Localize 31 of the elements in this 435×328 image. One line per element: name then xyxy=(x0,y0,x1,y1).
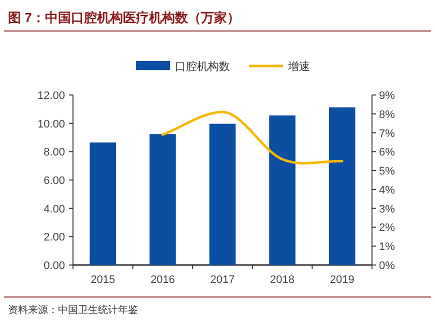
y-tick-label: 8.00 xyxy=(44,146,65,159)
y-tick-label: 6.00 xyxy=(44,175,65,187)
y2-tick-label: 6% xyxy=(379,146,396,159)
y-tick-label: 12.00 xyxy=(37,90,65,102)
x-tick-label: 2016 xyxy=(150,274,175,286)
y2-tick-label: 1% xyxy=(379,241,396,254)
x-tick-label: 2019 xyxy=(330,274,354,286)
bar xyxy=(150,134,176,265)
legend-label: 增速 xyxy=(287,60,310,73)
y-tick-label: 2.00 xyxy=(44,232,65,244)
y-tick-label: 4.00 xyxy=(44,203,65,216)
text: 资料来源：中国卫生统计年鉴 xyxy=(8,304,138,316)
bar xyxy=(328,107,356,265)
legend-label: 口腔机构数 xyxy=(175,60,230,73)
y2-tick-label: 3% xyxy=(379,203,396,216)
bar xyxy=(269,115,296,265)
y2-tick-label: 4% xyxy=(379,184,396,196)
y2-tick-label: 5% xyxy=(379,166,396,178)
y2-tick-label: 2% xyxy=(379,222,396,234)
title: 图 7：中国口腔机构医疗机构数（万家） xyxy=(8,10,240,25)
x-tick-label: 2015 xyxy=(90,274,116,286)
bar xyxy=(90,142,116,265)
x-tick-label: 2017 xyxy=(210,274,235,286)
bar xyxy=(209,124,236,265)
y2-tick-label: 0% xyxy=(379,260,396,272)
y2-tick-label: 7% xyxy=(379,128,396,140)
y-tick-label: 10.00 xyxy=(37,118,65,130)
y2-tick-label: 8% xyxy=(379,108,396,121)
y-tick-label: 0.00 xyxy=(44,260,65,272)
x-tick-label: 2018 xyxy=(270,274,295,286)
y2-tick-label: 9% xyxy=(379,90,396,102)
